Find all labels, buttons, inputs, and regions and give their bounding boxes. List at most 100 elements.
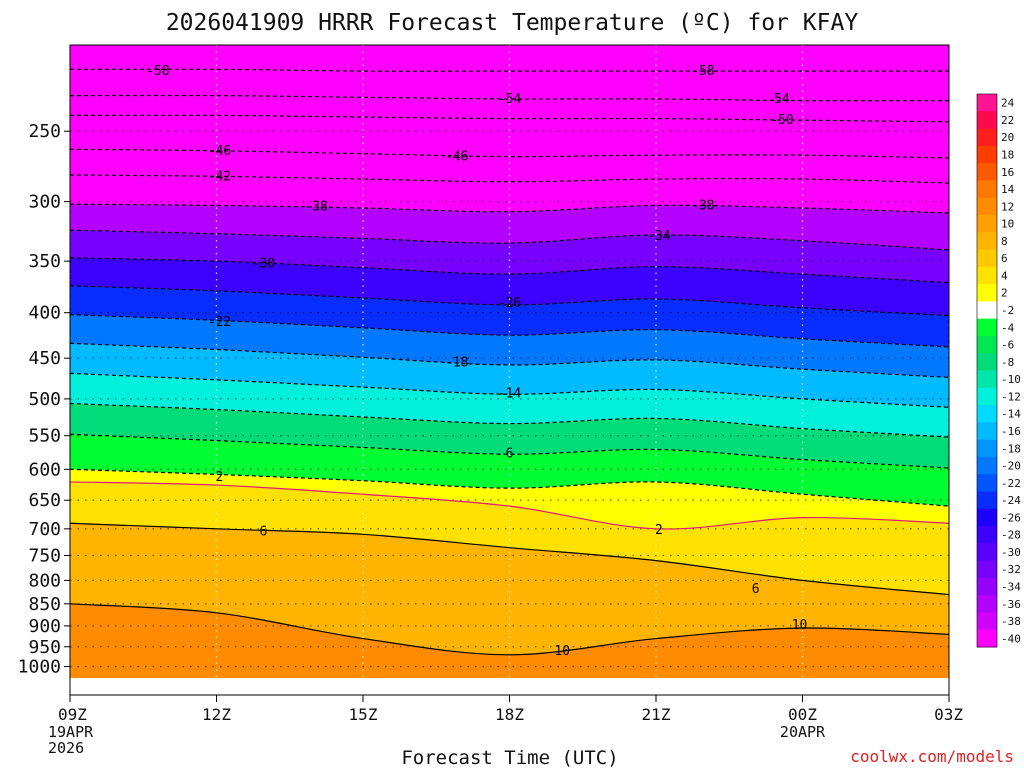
colorbar-swatch — [977, 353, 997, 371]
colorbar-swatch — [977, 145, 997, 164]
colorbar-swatch — [977, 474, 997, 492]
y-tick-label: 850 — [28, 594, 61, 615]
contour-label: -38 — [304, 200, 327, 215]
contour-label: -18 — [445, 355, 468, 370]
colorbar-label: -16 — [1001, 425, 1021, 438]
colorbar-swatch — [977, 94, 997, 112]
colorbar-swatch — [977, 232, 997, 251]
contour-label: -42 — [208, 169, 231, 184]
x-tick-label: 18Z — [495, 705, 524, 724]
y-tick-label: 300 — [28, 192, 61, 213]
y-tick-label: 550 — [28, 426, 61, 447]
y-tick-label: 950 — [28, 637, 61, 658]
colorbar-swatch — [977, 301, 997, 320]
colorbar-label: -26 — [1001, 511, 1021, 524]
y-tick-label: 800 — [28, 570, 61, 591]
contour-label: 2 — [655, 523, 663, 538]
x-tick-sublabel: 2026 — [48, 739, 84, 757]
contour-label: -34 — [647, 229, 671, 244]
contour-label: 54 — [774, 92, 790, 107]
y-tick-label: 700 — [28, 519, 61, 540]
y-tick-label: 600 — [28, 459, 61, 480]
colorbar-label: 8 — [1001, 235, 1008, 248]
y-tick-label: 250 — [28, 121, 61, 142]
colorbar-swatch — [977, 508, 997, 527]
colorbar-label: 12 — [1001, 200, 1014, 213]
colorbar-swatch — [977, 111, 997, 130]
ground-strip — [70, 678, 949, 695]
colorbar-label: -20 — [1001, 460, 1021, 473]
contour-label: -14 — [498, 386, 522, 401]
colorbar-label: -24 — [1001, 494, 1021, 507]
isotherm-line — [70, 481, 949, 530]
colorbar-swatch — [977, 335, 997, 354]
contour-label: -38 — [691, 198, 714, 213]
colorbar-swatch — [977, 266, 997, 285]
y-tick-label: 650 — [28, 490, 61, 511]
contour-label: -50 — [770, 113, 793, 128]
contour-label: 10 — [554, 644, 570, 659]
contour-label: -58 — [146, 64, 169, 79]
colorbar-swatch — [977, 387, 997, 406]
colorbar-label: -10 — [1001, 373, 1021, 386]
colorbar-label: -2 — [1001, 304, 1014, 317]
contour-label: 2 — [216, 470, 224, 485]
x-tick-sublabel: 19APR — [48, 723, 94, 741]
contour-label: 6 — [506, 447, 514, 462]
colorbar-label: 4 — [1001, 269, 1008, 282]
y-tick-label: 750 — [28, 545, 61, 566]
isotherm-layer — [70, 68, 949, 656]
contour-label: 10 — [792, 618, 808, 633]
y-tick-label: 1000 — [18, 657, 61, 678]
colorbar-label: -34 — [1001, 581, 1021, 594]
colorbar-label: -6 — [1001, 339, 1014, 352]
colorbar-swatch — [977, 318, 997, 337]
colorbar-label: -28 — [1001, 529, 1021, 542]
colorbar-label: 6 — [1001, 252, 1008, 265]
colorbar-swatch — [977, 197, 997, 216]
colorbar: 24 22 20 18 16 14 12 10 8 6 4 2 -2 -4 -6 -8 -10 -12 -14 -16… — [976, 93, 1021, 648]
contour-label: 6 — [752, 582, 760, 597]
colorbar-label: -18 — [1001, 442, 1021, 455]
temperature-fill-layer — [70, 45, 949, 678]
colorbar-swatch — [977, 543, 997, 562]
contour-label: -30 — [252, 256, 275, 271]
isotherm-line — [70, 603, 949, 656]
y-tick-label: 450 — [28, 348, 61, 369]
x-tick-label: 00Z — [788, 705, 817, 724]
colorbar-swatch — [977, 422, 997, 441]
colorbar-label: -22 — [1001, 477, 1021, 490]
y-tick-label: 900 — [28, 616, 61, 637]
colorbar-label: -38 — [1001, 615, 1021, 628]
colorbar-label: -14 — [1001, 408, 1021, 421]
colorbar-swatch — [977, 405, 997, 423]
plot-area: -58 -58 -54 54 -50 -46 -46 -42 -38 -38 -34 -30 -26 -2… — [70, 45, 949, 695]
colorbar-label: -30 — [1001, 546, 1021, 559]
y-tick-label: 350 — [28, 251, 61, 272]
x-tick-label: 09Z — [58, 705, 87, 724]
y-axis: 2503003504004505005506006507007508008509… — [18, 121, 70, 678]
y-tick-label: 500 — [28, 389, 61, 410]
colorbar-label: -40 — [1001, 632, 1021, 645]
colorbar-label: 24 — [1001, 97, 1015, 110]
contour-label: -22 — [208, 315, 231, 330]
colorbar-swatch — [977, 577, 997, 596]
colorbar-frame — [976, 93, 998, 648]
colorbar-swatch — [977, 214, 997, 233]
x-tick-label: 03Z — [934, 705, 963, 724]
colorbar-swatch — [977, 284, 997, 302]
colorbar-swatch — [977, 456, 997, 475]
credit-text: coolwx.com/models — [850, 747, 1014, 766]
colorbar-swatch — [977, 491, 997, 510]
colorbar-swatch — [977, 629, 997, 648]
colorbar-label: -4 — [1001, 321, 1015, 334]
contour-label-layer: -58 -58 -54 54 -50 -46 -46 -42 -38 -38 -34 -30 -26 -2… — [146, 64, 807, 659]
contour-label: -54 — [498, 92, 522, 107]
colorbar-swatch — [977, 163, 997, 181]
contour-label: -46 — [208, 144, 231, 159]
colorbar-swatch — [977, 249, 997, 268]
x-tick-label: 12Z — [202, 705, 231, 724]
colorbar-label: 18 — [1001, 148, 1014, 161]
